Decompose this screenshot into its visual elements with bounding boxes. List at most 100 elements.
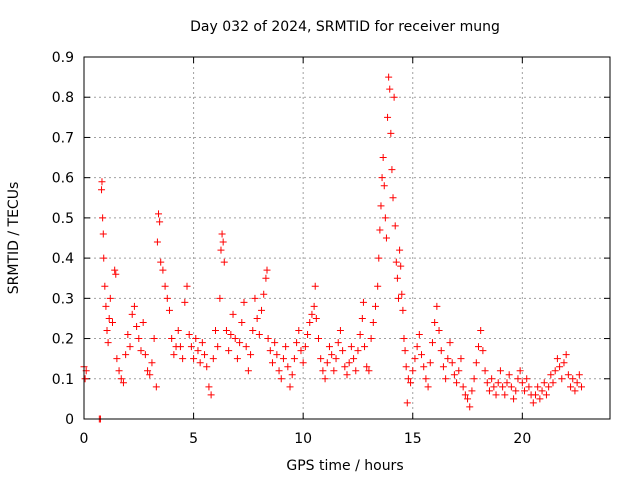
data-point [103, 327, 111, 335]
data-point [422, 375, 430, 383]
data-point [382, 234, 390, 242]
data-point [225, 347, 233, 355]
data-point [312, 314, 320, 322]
data-point [455, 367, 463, 375]
data-point [168, 335, 176, 343]
data-point [391, 222, 399, 230]
data-point [247, 351, 255, 359]
data-point [325, 343, 333, 351]
data-point [403, 399, 411, 407]
data-point [148, 359, 156, 367]
x-tick-labels: 0 5 10 15 20 [80, 431, 532, 447]
data-point [179, 355, 187, 363]
data-point [268, 359, 276, 367]
y-tick-label: 0.7 [52, 130, 74, 146]
data-point [304, 331, 312, 339]
data-point [424, 383, 432, 391]
data-point [323, 359, 331, 367]
data-point [365, 367, 373, 375]
data-point [117, 375, 125, 383]
data-point [453, 379, 461, 387]
data-point [488, 375, 496, 383]
data-point [413, 343, 421, 351]
data-point [310, 302, 318, 310]
data-point [358, 314, 366, 322]
data-point [122, 351, 130, 359]
data-point [433, 302, 441, 310]
data-point [380, 182, 388, 190]
data-point [279, 355, 287, 363]
x-tick-label: 20 [513, 431, 531, 447]
data-point [485, 387, 493, 395]
data-point [81, 375, 89, 383]
data-point [271, 339, 279, 347]
data-point [137, 347, 145, 355]
data-point [301, 343, 309, 351]
data-point [398, 290, 406, 298]
data-point [317, 355, 325, 363]
data-point [534, 383, 542, 391]
data-point [98, 186, 106, 194]
data-point [249, 327, 257, 335]
data-point [253, 314, 261, 322]
data-point [275, 367, 283, 375]
data-point [571, 387, 579, 395]
data-point [150, 335, 158, 343]
data-point [388, 166, 396, 174]
data-point [128, 310, 136, 318]
data-point [345, 359, 353, 367]
data-point [525, 383, 533, 391]
data-point [540, 379, 548, 387]
data-point [569, 375, 577, 383]
data-point [315, 335, 323, 343]
data-point [219, 238, 227, 246]
data-point [222, 327, 230, 335]
data-point [392, 258, 400, 266]
data-point [347, 343, 355, 351]
data-point [512, 387, 520, 395]
data-point [521, 387, 529, 395]
y-tick-label: 0.5 [52, 211, 74, 227]
data-point [418, 351, 426, 359]
chart-title: Day 032 of 2024, SRMTID for receiver mun… [190, 19, 500, 35]
data-point [573, 379, 581, 387]
data-point [415, 331, 423, 339]
data-point [263, 266, 271, 274]
data-point [411, 355, 419, 363]
data-point [170, 351, 178, 359]
data-point [523, 375, 531, 383]
data-point [111, 266, 119, 274]
data-point [201, 351, 209, 359]
data-point [359, 298, 367, 306]
data-point [231, 335, 239, 343]
data-point [374, 282, 382, 290]
data-point [547, 371, 555, 379]
data-point [174, 327, 182, 335]
data-point [101, 282, 109, 290]
data-point [499, 383, 507, 391]
data-point [306, 318, 314, 326]
data-point [556, 363, 564, 371]
data-point [390, 93, 398, 101]
data-point [286, 383, 294, 391]
data-point [464, 395, 472, 403]
data-point [112, 270, 120, 278]
data-point [336, 327, 344, 335]
data-point [389, 194, 397, 202]
data-point [549, 379, 557, 387]
data-point [384, 113, 392, 121]
data-point [459, 383, 467, 391]
data-point [468, 387, 476, 395]
data-point [381, 214, 389, 222]
data-point [183, 282, 191, 290]
x-tick-label: 0 [80, 431, 89, 447]
data-point [402, 363, 410, 371]
data-point [510, 395, 518, 403]
data-point [139, 318, 147, 326]
data-point [130, 302, 138, 310]
data-point [113, 355, 121, 363]
data-point [529, 399, 537, 407]
data-point [545, 383, 553, 391]
data-point [284, 363, 292, 371]
